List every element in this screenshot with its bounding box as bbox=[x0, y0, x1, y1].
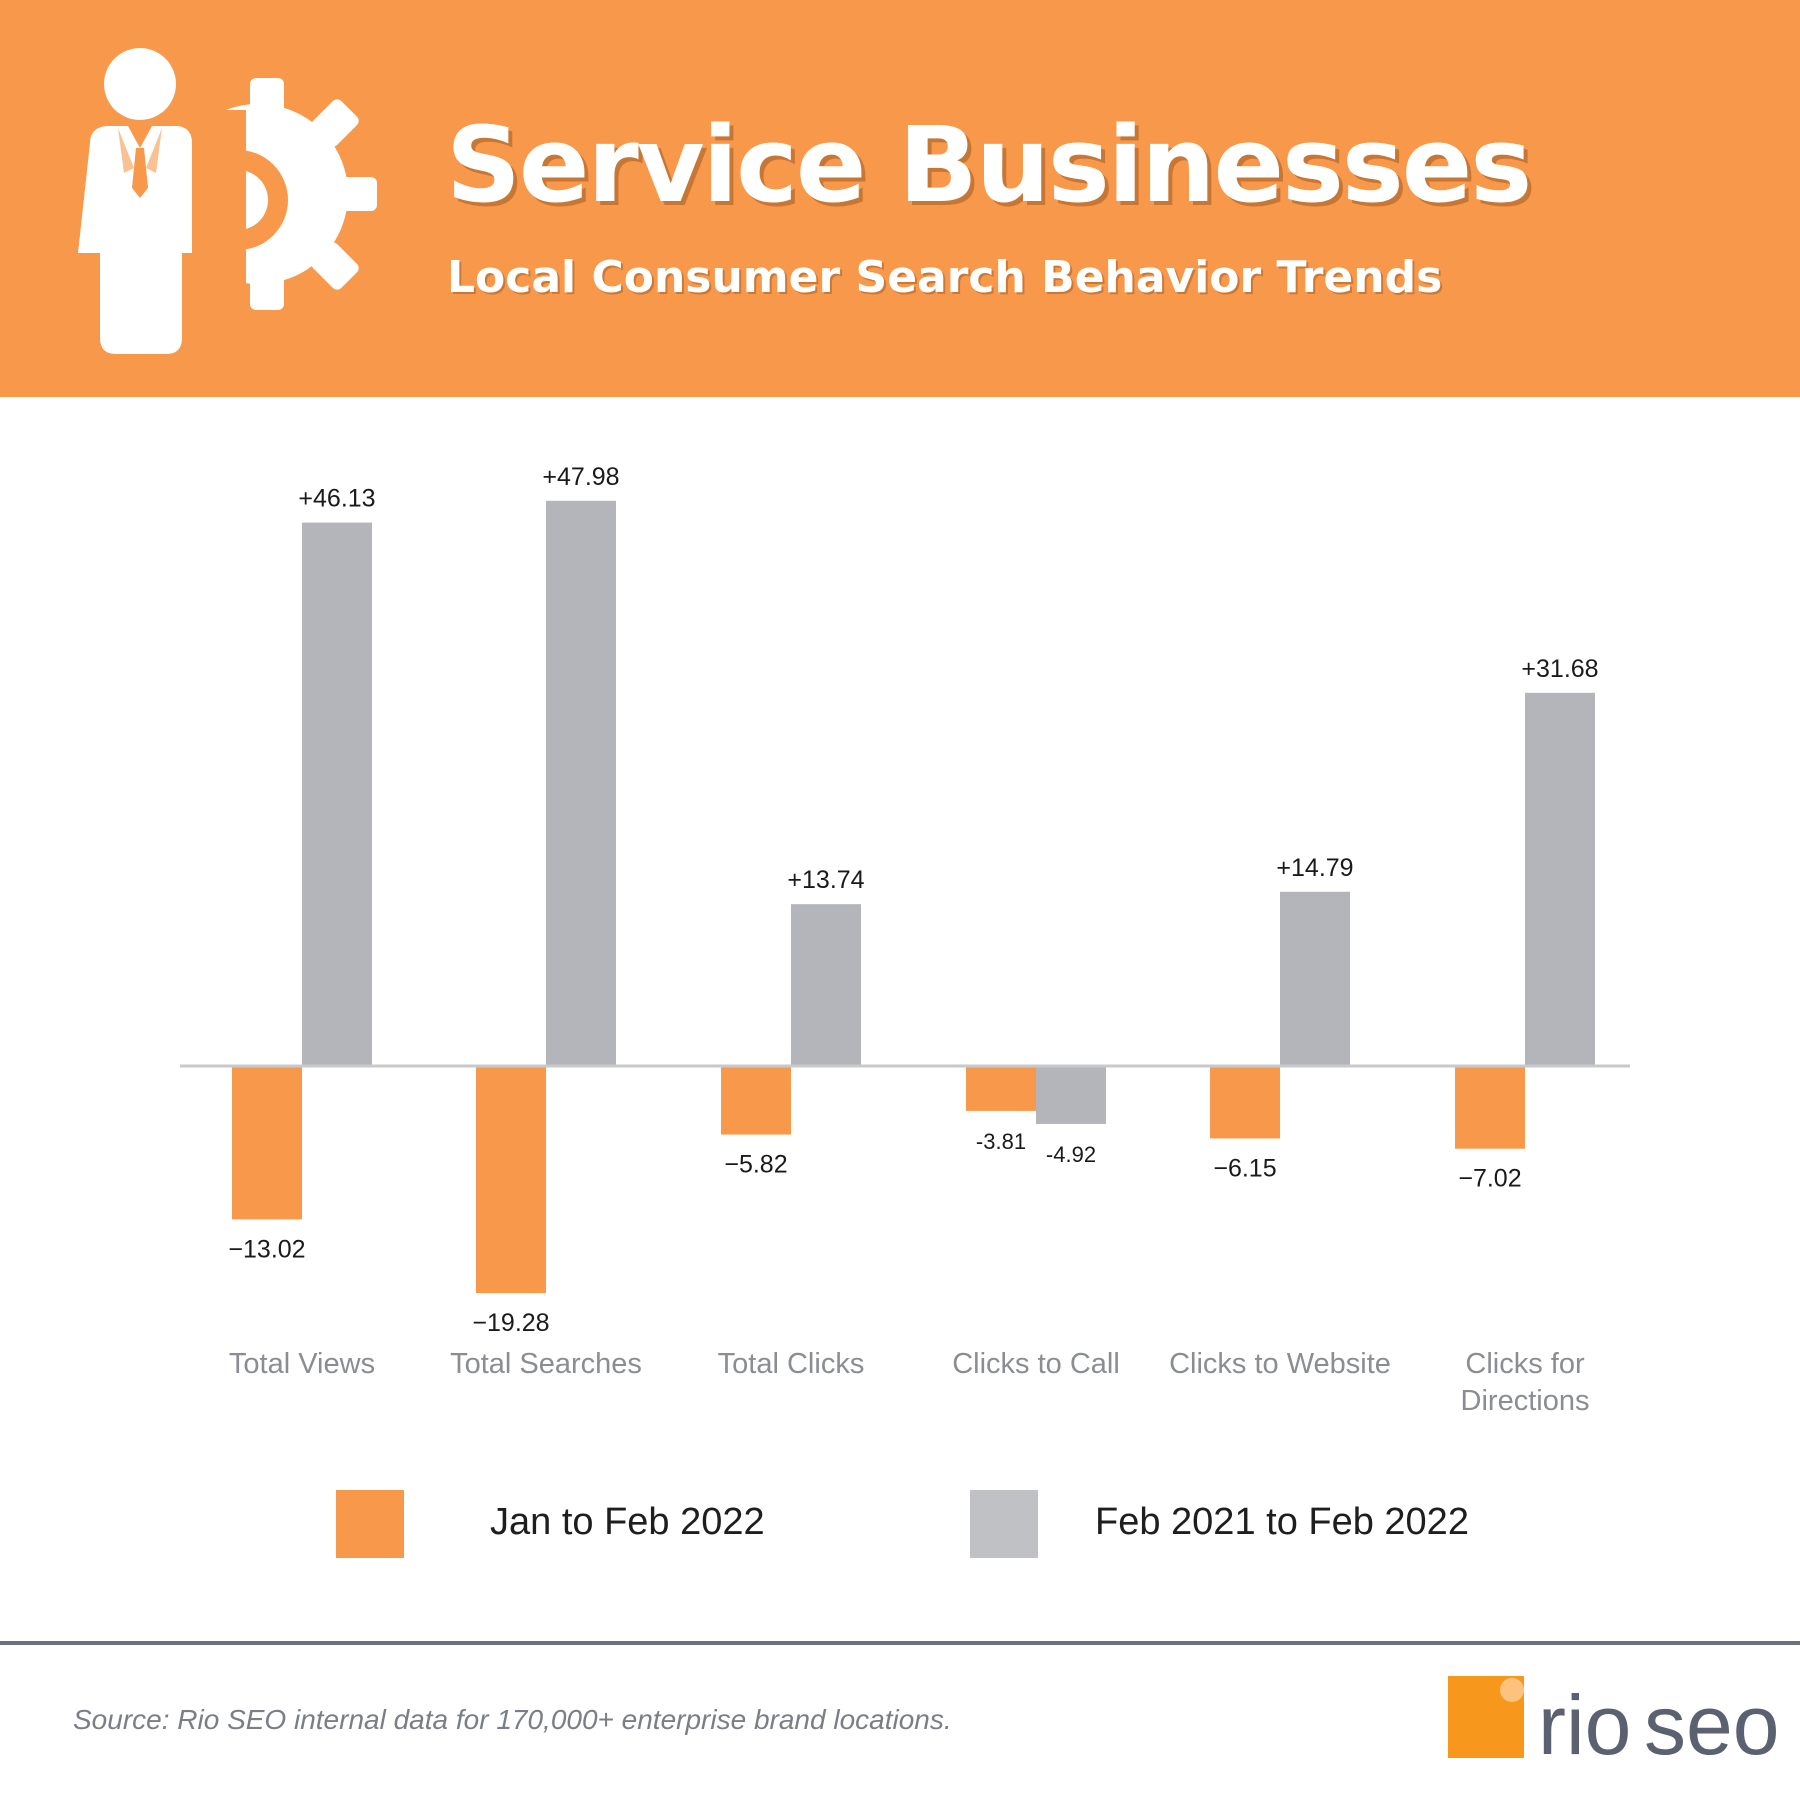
bar-series-1-4 bbox=[1210, 1066, 1280, 1139]
legend-swatch-series-2 bbox=[970, 1490, 1038, 1558]
x-tick-label-3: Clicks to Call bbox=[952, 1348, 1120, 1380]
data-label-series-2-5: +31.68 bbox=[1521, 655, 1598, 683]
x-tick-label-4: Clicks to Website bbox=[1169, 1348, 1391, 1380]
data-label-series-1-2: −5.82 bbox=[724, 1151, 787, 1179]
x-tick-label-5-line-2: Directions bbox=[1461, 1385, 1590, 1417]
bar-chart: −13.02 +46.13 Total Views −19.28 +47.98 Total… bbox=[180, 463, 1630, 1417]
bar-series-1-1 bbox=[476, 1066, 546, 1294]
bar-series-2-5 bbox=[1525, 692, 1595, 1066]
businessman-with-gear-icon bbox=[78, 48, 377, 354]
bar-series-1-3 bbox=[966, 1066, 1036, 1111]
data-label-series-2-4: +14.79 bbox=[1276, 854, 1353, 882]
x-tick-label-2: Total Clicks bbox=[718, 1348, 865, 1380]
bar-series-1-5 bbox=[1455, 1066, 1525, 1149]
bar-series-2-1 bbox=[546, 500, 616, 1066]
bar-series-2-3 bbox=[1036, 1066, 1106, 1124]
x-tick-label-0: Total Views bbox=[229, 1348, 375, 1380]
data-label-series-2-2: +13.74 bbox=[787, 866, 864, 894]
footer-divider bbox=[0, 1641, 1800, 1645]
data-label-series-2-3: -4.92 bbox=[1046, 1142, 1096, 1167]
page-subtitle: Local Consumer Search Behavior Trends bbox=[447, 252, 1443, 303]
header-banner: Service Businesses Local Consumer Search… bbox=[0, 0, 1800, 397]
data-label-series-1-4: −6.15 bbox=[1213, 1154, 1276, 1182]
legend-label-series-2: Feb 2021 to Feb 2022 bbox=[1095, 1501, 1469, 1543]
bar-series-1-0 bbox=[232, 1066, 302, 1220]
bar-series-2-2 bbox=[791, 904, 861, 1066]
source-note: Source: Rio SEO internal data for 170,00… bbox=[73, 1704, 952, 1735]
logo-text-rio: rio bbox=[1538, 1678, 1631, 1768]
logo-text-seo: seo bbox=[1644, 1678, 1776, 1768]
x-tick-label-1: Total Searches bbox=[450, 1348, 642, 1380]
data-label-series-2-0: +46.13 bbox=[298, 485, 375, 513]
legend-label-series-1: Jan to Feb 2022 bbox=[490, 1501, 765, 1543]
data-label-series-1-5: −7.02 bbox=[1458, 1165, 1521, 1193]
page-title: Service Businesses bbox=[446, 104, 1532, 226]
data-label-series-2-1: +47.98 bbox=[542, 463, 619, 491]
rio-seo-logo-icon: rio seo bbox=[1448, 1676, 1776, 1768]
bar-series-2-0 bbox=[302, 522, 372, 1066]
x-tick-label-5: Clicks for bbox=[1465, 1348, 1585, 1380]
data-label-series-1-1: −19.28 bbox=[472, 1309, 549, 1337]
bar-series-1-2 bbox=[721, 1066, 791, 1135]
bar-series-2-4 bbox=[1280, 891, 1350, 1066]
data-label-series-1-0: −13.02 bbox=[228, 1235, 305, 1263]
data-label-series-1-3: -3.81 bbox=[976, 1129, 1026, 1154]
legend-swatch-series-1 bbox=[336, 1490, 404, 1558]
